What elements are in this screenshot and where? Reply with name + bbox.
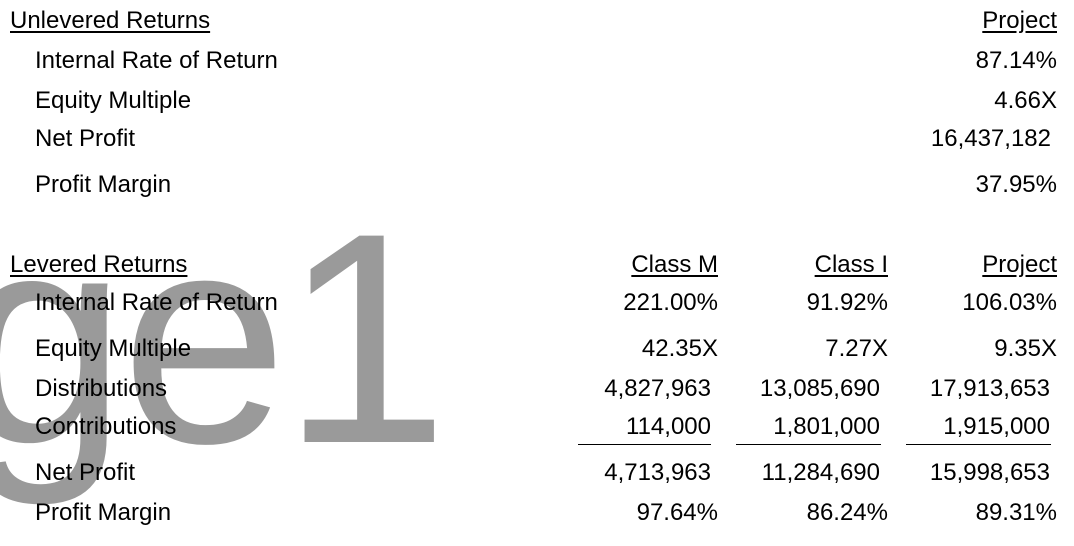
class-m-subtotal-rule [578,444,711,445]
levered-distributions-class-i: 13,085,690 [759,375,880,402]
unlevered-net-profit-value: 16,437,182 [930,125,1051,152]
levered-distributions-label: Distributions [35,375,168,402]
levered-irr-class-m: 221.00% [623,289,718,316]
levered-profit-margin-label: Profit Margin [35,499,172,526]
levered-profit-margin-class-m: 97.64% [636,499,718,526]
levered-equity-multiple-class-i: 7.27X [825,335,888,362]
levered-irr-class-i: 91.92% [806,289,888,316]
levered-contributions-label: Contributions [35,413,177,440]
unlevered-irr-label: Internal Rate of Return [35,47,278,74]
levered-irr-label: Internal Rate of Return [35,289,278,316]
unlevered-project-column-header: Project [982,7,1057,34]
unlevered-profit-margin-label: Profit Margin [35,171,172,198]
levered-net-profit-label: Net Profit [35,459,136,486]
levered-class-m-column-header: Class M [631,251,718,278]
watermark: ge1 [0,170,449,506]
unlevered-net-profit-label: Net Profit [35,125,136,152]
levered-irr-project: 106.03% [962,289,1057,316]
levered-equity-multiple-label: Equity Multiple [35,335,192,362]
levered-contributions-project: 1,915,000 [943,413,1050,440]
unlevered-returns-heading: Unlevered Returns [10,7,211,34]
unlevered-irr-value: 87.14% [975,47,1057,74]
levered-profit-margin-project: 89.31% [975,499,1057,526]
unlevered-equity-multiple-label: Equity Multiple [35,87,192,114]
levered-net-profit-class-m: 4,713,963 [604,459,711,486]
levered-contributions-class-i: 1,801,000 [773,413,880,440]
levered-distributions-project: 17,913,653 [929,375,1050,402]
project-subtotal-rule [906,444,1051,445]
levered-class-i-column-header: Class I [814,251,888,278]
unlevered-profit-margin-value: 37.95% [975,171,1057,198]
levered-net-profit-project: 15,998,653 [929,459,1050,486]
levered-project-column-header: Project [982,251,1057,278]
levered-net-profit-class-i: 11,284,690 [761,459,880,486]
class-i-subtotal-rule [736,444,881,445]
levered-profit-margin-class-i: 86.24% [806,499,888,526]
levered-equity-multiple-class-m: 42.35X [641,335,718,362]
unlevered-equity-multiple-value: 4.66X [994,87,1057,114]
levered-returns-heading: Levered Returns [10,251,188,278]
levered-equity-multiple-project: 9.35X [994,335,1057,362]
levered-contributions-class-m: 114,000 [626,413,711,440]
levered-distributions-class-m: 4,827,963 [604,375,711,402]
